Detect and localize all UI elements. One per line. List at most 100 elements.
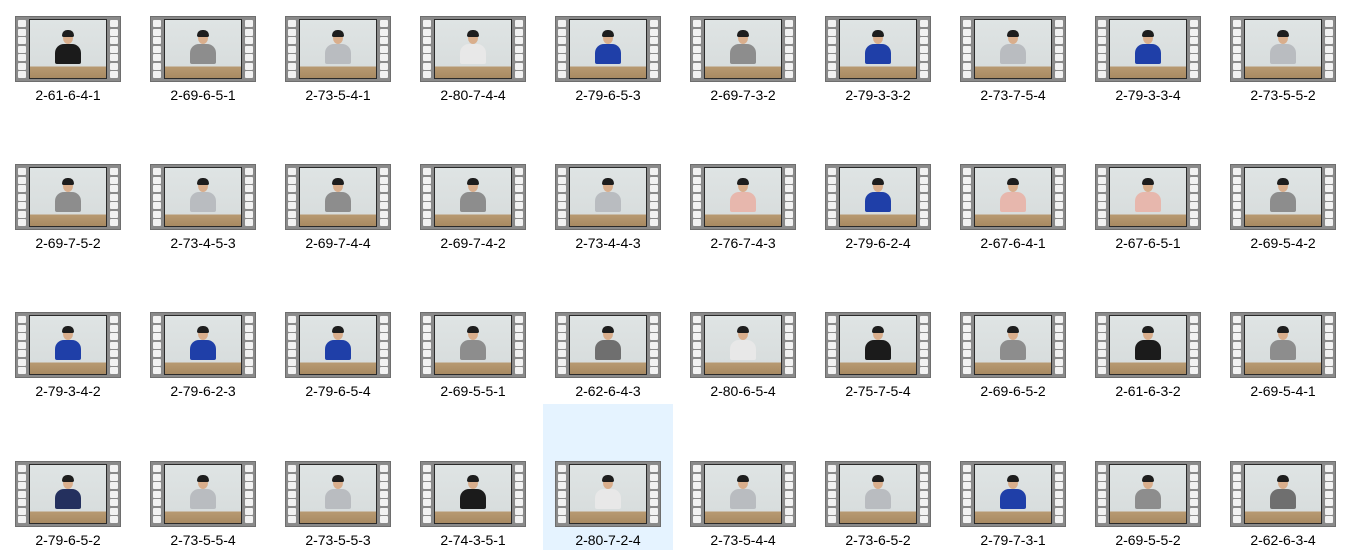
file-item[interactable]: 2-69-5-4-2: [1218, 151, 1348, 297]
file-item[interactable]: 2-79-3-3-2: [813, 3, 943, 149]
video-frame: [1109, 464, 1187, 524]
file-item[interactable]: 2-79-6-5-3: [543, 3, 673, 149]
video-frame: [1109, 19, 1187, 79]
file-name-label: 2-80-7-4-4: [408, 87, 538, 103]
file-item[interactable]: 2-73-4-4-3: [543, 151, 673, 297]
file-item[interactable]: 2-69-7-4-2: [408, 151, 538, 297]
person-figure: [1135, 324, 1161, 368]
file-item[interactable]: 2-79-7-3-1: [948, 404, 1078, 550]
file-item[interactable]: 2-73-5-5-2: [1218, 3, 1348, 149]
file-name-label: 2-75-7-5-4: [813, 383, 943, 399]
video-file-icon: [690, 164, 796, 230]
film-sprocket-strip: [828, 465, 836, 523]
film-sprocket-strip: [920, 20, 928, 78]
video-frame: [704, 167, 782, 227]
film-sprocket-strip: [920, 168, 928, 226]
video-file-icon: [555, 16, 661, 82]
film-sprocket-strip: [380, 316, 388, 374]
person-figure: [325, 324, 351, 368]
file-name-label: 2-61-6-3-2: [1083, 383, 1213, 399]
film-sprocket-strip: [963, 168, 971, 226]
file-item[interactable]: 2-73-5-4-4: [678, 404, 808, 550]
person-figure: [1270, 176, 1296, 220]
person-figure: [865, 473, 891, 517]
video-frame: [704, 315, 782, 375]
film-sprocket-strip: [380, 465, 388, 523]
file-item[interactable]: 2-79-3-3-4: [1083, 3, 1213, 149]
file-name-label: 2-79-3-3-4: [1083, 87, 1213, 103]
file-name-label: 2-69-7-3-2: [678, 87, 808, 103]
file-name-label: 2-69-5-4-1: [1218, 383, 1348, 399]
file-item[interactable]: 2-67-6-5-1: [1083, 151, 1213, 297]
film-sprocket-strip: [920, 465, 928, 523]
file-item[interactable]: 2-80-7-4-4: [408, 3, 538, 149]
file-item[interactable]: 2-79-6-5-2: [3, 404, 133, 550]
file-name-label: 2-67-6-5-1: [1083, 235, 1213, 251]
film-sprocket-strip: [245, 20, 253, 78]
file-item[interactable]: 2-73-5-4-1: [273, 3, 403, 149]
file-item[interactable]: 2-80-7-2-4: [543, 404, 673, 550]
file-name-label: 2-69-5-5-1: [408, 383, 538, 399]
file-item[interactable]: 2-69-5-5-2: [1083, 404, 1213, 550]
film-sprocket-strip: [650, 465, 658, 523]
video-file-icon: [285, 16, 391, 82]
file-item[interactable]: 2-67-6-4-1: [948, 151, 1078, 297]
file-item[interactable]: 2-74-3-5-1: [408, 404, 538, 550]
file-item[interactable]: 2-73-4-5-3: [138, 151, 268, 297]
video-file-icon: [1230, 461, 1336, 527]
film-sprocket-strip: [153, 20, 161, 78]
file-item[interactable]: 2-73-6-5-2: [813, 404, 943, 550]
file-item[interactable]: 2-69-6-5-1: [138, 3, 268, 149]
file-name-label: 2-80-7-2-4: [543, 532, 673, 548]
video-file-icon: [825, 164, 931, 230]
video-file-icon: [1230, 312, 1336, 378]
film-sprocket-strip: [245, 465, 253, 523]
file-item[interactable]: 2-79-6-2-4: [813, 151, 943, 297]
file-name-label: 2-79-6-5-3: [543, 87, 673, 103]
file-name-label: 2-69-6-5-2: [948, 383, 1078, 399]
video-frame: [974, 19, 1052, 79]
file-name-label: 2-73-5-4-1: [273, 87, 403, 103]
film-sprocket-strip: [963, 20, 971, 78]
video-frame: [569, 167, 647, 227]
file-item[interactable]: 2-69-7-5-2: [3, 151, 133, 297]
film-sprocket-strip: [1055, 168, 1063, 226]
file-item[interactable]: 2-73-5-5-3: [273, 404, 403, 550]
film-sprocket-strip: [288, 20, 296, 78]
film-sprocket-strip: [380, 20, 388, 78]
video-frame: [1109, 315, 1187, 375]
file-item[interactable]: 2-61-6-4-1: [3, 3, 133, 149]
person-figure: [1000, 176, 1026, 220]
file-name-label: 2-62-6-3-4: [1218, 532, 1348, 548]
person-figure: [865, 324, 891, 368]
person-figure: [190, 176, 216, 220]
file-name-label: 2-79-6-5-2: [3, 532, 133, 548]
film-sprocket-strip: [18, 20, 26, 78]
file-name-label: 2-73-4-5-3: [138, 235, 268, 251]
film-sprocket-strip: [1190, 465, 1198, 523]
video-file-icon: [150, 461, 256, 527]
file-item[interactable]: 2-69-7-4-4: [273, 151, 403, 297]
film-sprocket-strip: [785, 20, 793, 78]
file-item[interactable]: 2-73-5-5-4: [138, 404, 268, 550]
file-item[interactable]: 2-76-7-4-3: [678, 151, 808, 297]
film-sprocket-strip: [693, 20, 701, 78]
file-item[interactable]: 2-69-7-3-2: [678, 3, 808, 149]
video-frame: [434, 464, 512, 524]
video-file-icon: [1095, 164, 1201, 230]
film-sprocket-strip: [110, 20, 118, 78]
film-sprocket-strip: [693, 168, 701, 226]
person-figure: [595, 28, 621, 72]
video-file-icon: [1095, 312, 1201, 378]
file-item[interactable]: 2-62-6-3-4: [1218, 404, 1348, 550]
film-sprocket-strip: [558, 20, 566, 78]
video-file-icon: [960, 164, 1066, 230]
person-figure: [865, 28, 891, 72]
file-item[interactable]: 2-73-7-5-4: [948, 3, 1078, 149]
video-frame: [569, 464, 647, 524]
video-frame: [29, 19, 107, 79]
film-sprocket-strip: [288, 465, 296, 523]
film-sprocket-strip: [1055, 20, 1063, 78]
film-sprocket-strip: [110, 316, 118, 374]
video-file-icon: [285, 461, 391, 527]
